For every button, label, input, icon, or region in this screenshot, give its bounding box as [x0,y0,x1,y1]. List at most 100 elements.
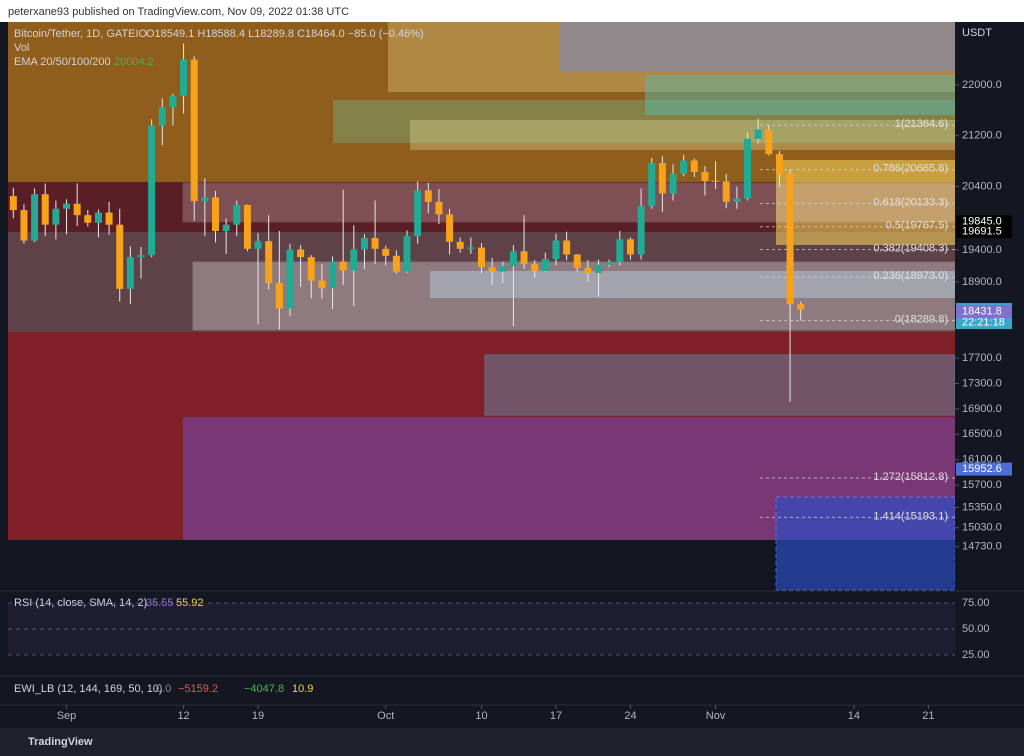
candle-body [63,203,71,209]
ewi-value: −5159.2 [178,683,218,695]
candle-body [371,238,379,249]
candle-body [403,236,411,272]
candle-body [137,255,145,258]
candle-body [105,212,113,225]
price-tag [956,305,1012,319]
y-tick-label: 15700.0 [962,479,1002,491]
top-strip [0,0,1024,22]
candle-body [435,201,443,215]
candle-body [126,257,134,289]
price-tag [956,225,1012,239]
candle-body [31,194,39,241]
candle-body [754,129,762,139]
symbol: Bitcoin/Tether, 1D, GATEIO [14,28,148,40]
candle-body [488,267,496,272]
candle-body [329,261,337,289]
candle-body [243,204,251,249]
price-tag-label: 19691.5 [962,225,1002,237]
rsi-value: 55.92 [176,597,204,609]
candle-body [254,241,262,249]
candle-body [307,257,315,281]
candle-body [360,238,368,250]
fib-label: 0(18289.8) [895,314,948,326]
candle-body [669,173,677,194]
candle-body [190,59,198,202]
candle-body [478,247,485,268]
candle-body [211,197,219,232]
candle-body [701,171,709,181]
candle-body [73,203,81,216]
rsi-value: 35.55 [146,597,174,609]
logo: TradingView [28,736,93,748]
fib-label: 1(21364.6) [895,118,948,130]
candle-body [712,180,720,182]
candle-body [275,283,283,309]
candle-body [9,196,17,211]
candle-body [222,224,230,232]
rsi-tick-label: 25.00 [962,649,990,661]
y-tick-label: 20400.0 [962,180,1002,192]
y-tick-label: 21200.0 [962,130,1002,142]
fib-label: 0.618(20133.3) [873,196,948,208]
volume-label: Vol [14,42,29,54]
y-tick-label: 18900.0 [962,276,1002,288]
rsi-tick-label: 75.00 [962,597,990,609]
price-tag [956,462,1012,476]
ohlc: O18549.1 H18588.4 L18289.8 C18464.0 −85.… [146,28,424,40]
x-tick-label: Nov [706,710,726,722]
price-tag-label: 18431.8 [962,306,1002,318]
x-tick-label: 14 [848,710,860,722]
y-tick-label: 15030.0 [962,522,1002,534]
zones [8,22,956,591]
candle-body [20,210,28,241]
candle-body [509,251,517,266]
candle-body [658,163,666,194]
fib-label: 1.414(15193.1) [873,510,948,522]
candle-body [626,239,634,255]
x-tick-label: Oct [377,710,394,722]
candle-body [690,160,698,172]
candle-body [531,264,539,272]
candle-body [786,173,794,305]
zone [430,271,955,298]
candle-body [158,107,166,126]
y-tick-label: 14730.0 [962,541,1002,553]
candle-body [584,267,592,273]
candle-body [201,197,209,202]
x-tick-label: 12 [177,710,189,722]
x-tick-label: 17 [550,710,562,722]
candle-body [648,163,656,207]
candle-body [446,214,454,242]
zone [560,22,955,72]
candle-body [414,190,422,237]
fib-label: 0.786(20665.8) [873,163,948,175]
candle-body [392,255,400,272]
candle-body [499,265,507,272]
candle-body [94,212,102,223]
candle-body [467,247,475,249]
y-tick-label: 19400.0 [962,244,1002,256]
ema-label: EMA 20/50/100/200 [14,56,111,68]
zone [484,354,956,416]
y-tick-label: 15350.0 [962,501,1002,513]
zone [182,182,956,223]
candle-body [84,215,92,223]
fib-label: 1.272(15812.8) [873,471,948,483]
candle-body [722,181,730,202]
candle-body [456,241,464,249]
candle-body [765,129,773,155]
candle-body [520,251,528,265]
price-tag-label: 15952.6 [962,463,1002,475]
candle-body [680,160,688,174]
zone [192,261,956,331]
fib-label: 0.236(18973.0) [873,270,948,282]
candle-body [733,198,741,202]
candle-body [233,204,241,225]
zone [645,75,955,115]
publisher: peterxane93 published on TradingView.com… [8,6,349,18]
y-tick-label: 16500.0 [962,428,1002,440]
fib-label: 0.382(19408.3) [873,242,948,254]
x-tick-label: 19 [252,710,264,722]
timer: 22:21:18 [962,316,1005,328]
